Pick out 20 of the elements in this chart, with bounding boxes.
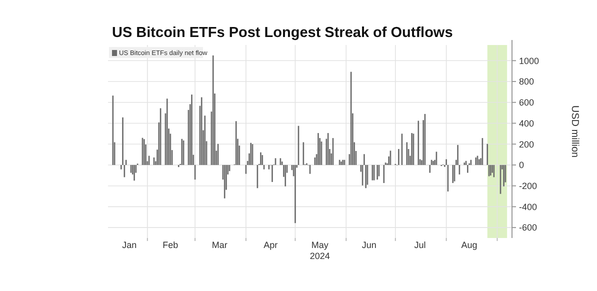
x-tick-label: Jan (122, 240, 137, 250)
y-tick-label: 0 (519, 160, 524, 170)
x-tick-label: Aug (461, 240, 478, 250)
y-tick-label: 400 (519, 118, 534, 128)
y-tick-label: -600 (519, 222, 538, 233)
x-tick-label: Jun (362, 240, 376, 250)
x-tick-label: Apr (264, 240, 278, 250)
x-tick-label: Mar (212, 240, 228, 250)
x-tick-label: Feb (162, 240, 178, 250)
y-tick-label: 1000 (519, 56, 540, 66)
x-tick-label: Jul (414, 240, 426, 250)
y-tick-label: 200 (519, 139, 534, 150)
y-axis-title: USD million (569, 105, 580, 158)
y-tick-label: 800 (519, 76, 534, 87)
y-tick-label: -400 (519, 202, 538, 212)
x-tick-label: May (311, 240, 329, 250)
chart-title: US Bitcoin ETFs Post Longest Streak of Outflows (112, 25, 453, 41)
y-tick-label: -200 (519, 180, 538, 191)
y-tick-label: 600 (519, 98, 534, 108)
x-axis-title: 2024 (310, 251, 330, 261)
